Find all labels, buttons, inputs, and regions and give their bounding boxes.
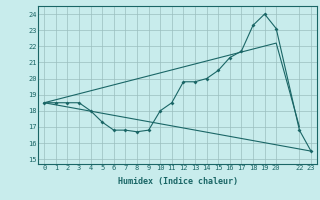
X-axis label: Humidex (Indice chaleur): Humidex (Indice chaleur): [118, 177, 238, 186]
